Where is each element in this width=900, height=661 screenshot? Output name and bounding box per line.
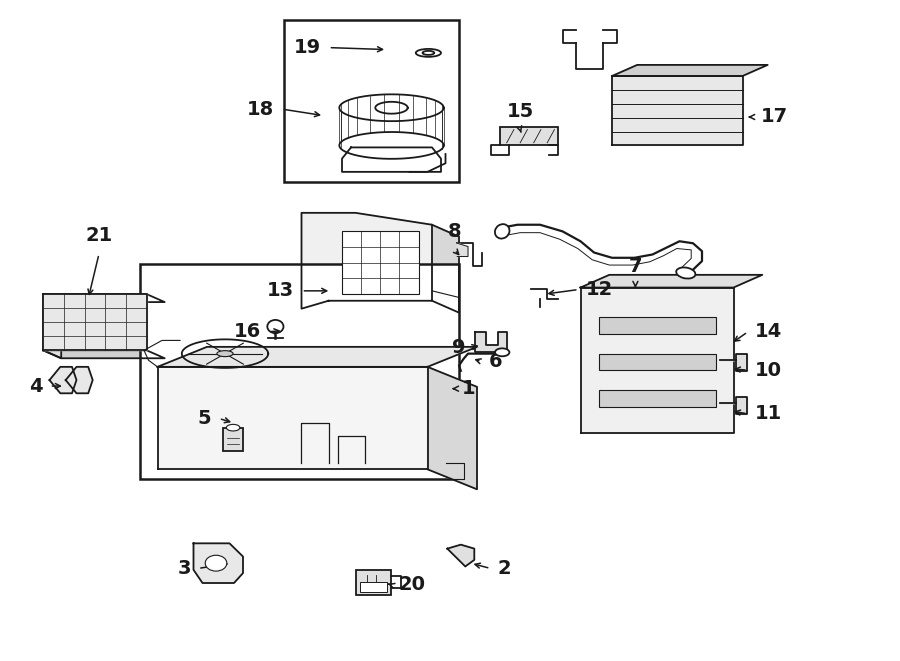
Polygon shape — [457, 243, 468, 256]
Polygon shape — [447, 545, 474, 566]
Polygon shape — [432, 225, 459, 313]
Text: 9: 9 — [452, 338, 465, 356]
Text: 3: 3 — [177, 559, 191, 578]
Polygon shape — [612, 76, 742, 145]
Text: 6: 6 — [489, 352, 502, 371]
Text: 12: 12 — [586, 280, 613, 299]
Ellipse shape — [267, 320, 284, 333]
Text: 19: 19 — [294, 38, 321, 57]
Text: 18: 18 — [248, 100, 274, 118]
Text: 10: 10 — [755, 361, 782, 379]
Polygon shape — [720, 354, 747, 371]
Ellipse shape — [416, 49, 441, 57]
Ellipse shape — [676, 268, 696, 278]
Polygon shape — [580, 288, 734, 433]
Bar — [284, 20, 459, 182]
Polygon shape — [158, 367, 428, 469]
Text: 21: 21 — [86, 226, 112, 245]
Polygon shape — [43, 294, 147, 350]
Polygon shape — [158, 347, 477, 367]
Text: 2: 2 — [498, 559, 511, 578]
Polygon shape — [66, 367, 93, 393]
Text: 16: 16 — [234, 323, 261, 341]
Ellipse shape — [227, 424, 239, 431]
Polygon shape — [428, 367, 477, 489]
Bar — [356, 570, 391, 595]
Polygon shape — [50, 367, 76, 393]
Text: 17: 17 — [760, 108, 788, 126]
Bar — [598, 317, 716, 334]
Ellipse shape — [217, 351, 233, 357]
Text: 14: 14 — [755, 323, 782, 341]
Text: 7: 7 — [628, 256, 643, 276]
Polygon shape — [43, 294, 61, 358]
Polygon shape — [194, 543, 243, 583]
Text: 15: 15 — [507, 102, 534, 121]
Polygon shape — [302, 213, 432, 309]
Bar — [500, 127, 558, 145]
Polygon shape — [43, 350, 165, 358]
Polygon shape — [580, 275, 762, 288]
Bar — [342, 231, 418, 294]
Circle shape — [205, 555, 227, 571]
Text: 5: 5 — [198, 409, 212, 428]
Text: 1: 1 — [462, 379, 475, 398]
Text: 8: 8 — [447, 222, 462, 241]
Text: 20: 20 — [399, 576, 426, 594]
Text: 4: 4 — [29, 377, 42, 395]
Ellipse shape — [495, 224, 509, 239]
Ellipse shape — [495, 348, 509, 356]
Bar — [140, 264, 459, 479]
Polygon shape — [720, 397, 747, 414]
Polygon shape — [612, 65, 768, 76]
Bar — [360, 582, 387, 592]
Text: 13: 13 — [267, 282, 294, 300]
Bar — [598, 354, 716, 370]
Text: 11: 11 — [755, 405, 782, 423]
Polygon shape — [475, 332, 507, 352]
Bar — [223, 428, 243, 451]
Bar — [598, 390, 716, 407]
Ellipse shape — [423, 51, 434, 55]
